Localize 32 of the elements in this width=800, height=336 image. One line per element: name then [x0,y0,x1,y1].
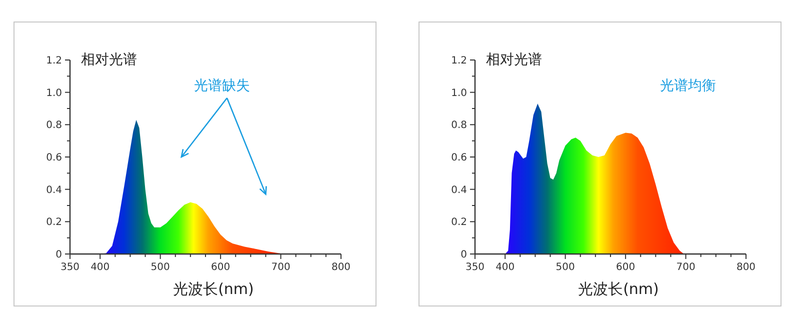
y-tick-label: 0.4 [451,184,467,196]
annotation: 光谱缺失 [194,78,250,94]
x-tick-label: 700 [676,262,696,273]
x-tick-label: 350 [465,262,485,273]
x-tick-label: 600 [616,262,636,273]
x-tick-label: 500 [150,262,170,273]
y-tick-label: 0.6 [46,152,62,164]
y-tick-label: 1.0 [46,88,62,99]
x-tick-label: 350 [60,262,80,273]
x-axis-title: 光波长(nm) [173,280,254,298]
x-tick-label: 600 [211,262,230,273]
x-tick-label: 700 [271,262,290,273]
y-tick-label: 0.8 [46,120,62,132]
y-tick-label: 0 [460,250,467,260]
y-tick-label: 1.2 [451,56,467,66]
y-tick-label: 0.2 [46,217,62,228]
annotation: 光谱均衡 [660,78,716,94]
y-tick-label: 1.2 [46,56,62,66]
y-tick-label: 0 [56,250,62,260]
x-axis-title: 光波长(nm) [578,280,659,298]
x-tick-label: 800 [331,262,351,273]
y-tick-label: 0.4 [46,184,62,196]
x-tick-label: 800 [736,262,756,273]
y-axis-title: 相对光谱 [486,52,542,68]
y-tick-label: 1.0 [451,88,467,99]
x-tick-label: 500 [556,262,575,273]
y-axis-title: 相对光谱 [81,52,137,68]
x-tick-label: 400 [90,262,110,273]
y-tick-label: 0.6 [451,152,467,164]
y-tick-label: 0.2 [451,217,467,228]
x-tick-label: 400 [496,262,515,273]
y-tick-label: 0.8 [451,120,467,132]
